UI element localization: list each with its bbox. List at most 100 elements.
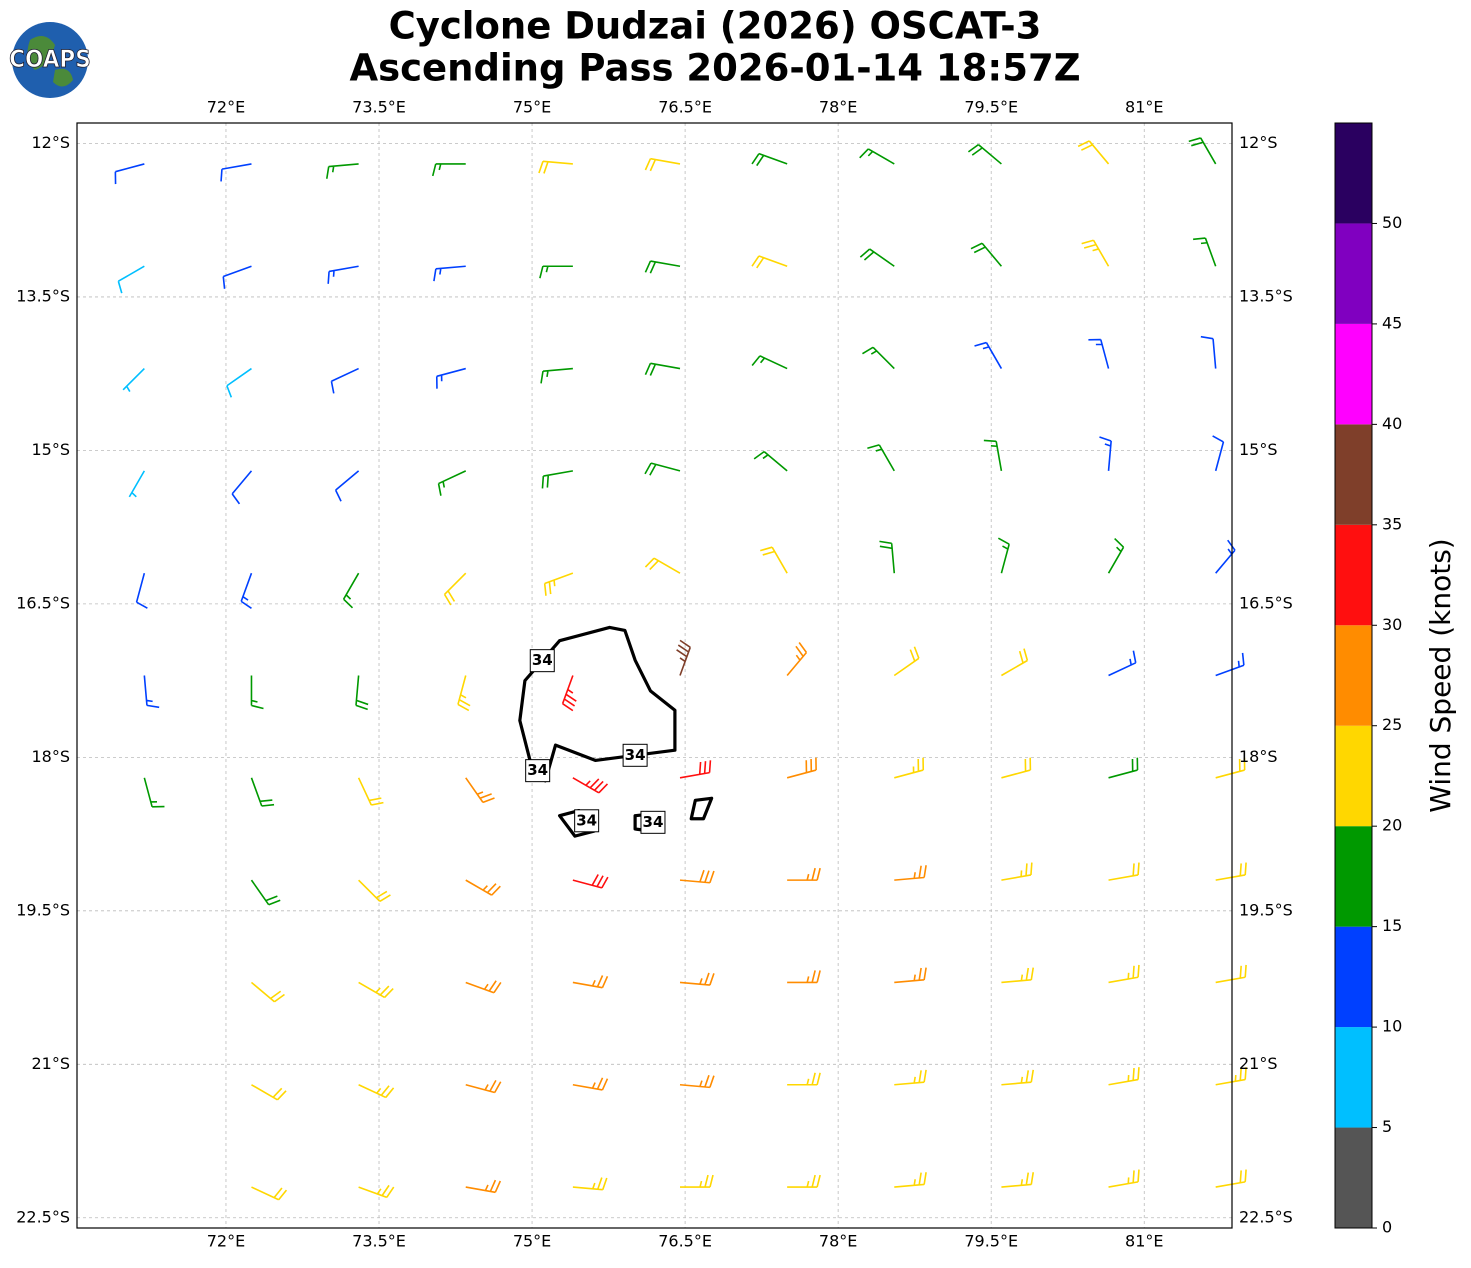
logo: COAPS xyxy=(9,22,91,98)
colorbar-tick-label: 45 xyxy=(1382,313,1402,332)
wind-barb xyxy=(443,572,467,606)
wind-barb xyxy=(355,675,369,711)
grid xyxy=(77,123,1232,1228)
colorbar-segment xyxy=(1335,725,1372,827)
wind-barb xyxy=(250,981,285,1003)
colorbar-tick-label: 50 xyxy=(1382,213,1402,232)
wind-barb xyxy=(222,265,252,289)
wind-barb xyxy=(1088,338,1110,369)
colorbar: 0 5 10 15 20 25 30 35 40 45 50 Wind Speed (knots) xyxy=(1334,122,1457,1237)
wind-barb xyxy=(1212,435,1225,472)
contour-label-box xyxy=(640,810,666,834)
contour-label: 34 xyxy=(532,651,553,669)
wind-barb xyxy=(358,1184,395,1199)
y-tick-label: 22.5°S xyxy=(1239,1207,1293,1226)
wind-barb xyxy=(226,367,252,398)
contour-label-box xyxy=(529,649,555,673)
x-tick-label: 78°E xyxy=(819,98,857,117)
x-tick-label: 72°E xyxy=(207,1232,245,1251)
wind-barb xyxy=(859,148,895,165)
y-tick-label: 15°S xyxy=(1239,440,1278,459)
wind-barb xyxy=(437,470,467,496)
wind-barb xyxy=(357,777,384,806)
colorbar-tick-label: 35 xyxy=(1382,514,1402,533)
wind-barb xyxy=(1001,967,1035,984)
wind-barb xyxy=(114,163,145,185)
wind-barb xyxy=(250,675,264,710)
colorbar-segment xyxy=(1335,826,1372,927)
contour-label: 34 xyxy=(527,761,548,779)
wind-barb xyxy=(1099,436,1112,471)
wind-barb xyxy=(1001,1172,1035,1188)
y-tick-label: 19.5°S xyxy=(1239,900,1293,919)
y-tick-label: 22.5°S xyxy=(16,1207,70,1226)
wind-barb xyxy=(358,879,391,903)
wind-barb xyxy=(1108,757,1139,779)
wind-barb xyxy=(143,675,160,709)
x-tick-label: 73.5°E xyxy=(352,98,406,117)
wind-barb xyxy=(1200,335,1217,369)
y-tick-label: 18°S xyxy=(31,747,70,766)
colorbar-tick-label: 30 xyxy=(1382,615,1402,634)
wind-barb xyxy=(541,470,574,489)
barbs xyxy=(114,137,1247,1201)
colorbar-label: Wind Speed (knots) xyxy=(1424,538,1457,812)
wind-barb xyxy=(1215,757,1246,779)
wind-barb xyxy=(135,572,148,609)
colorbar-tick-label: 0 xyxy=(1382,1218,1392,1237)
contour-line xyxy=(689,796,714,821)
wind-barb xyxy=(435,367,466,389)
colorbar-segment xyxy=(1335,424,1372,525)
contour-label: 34 xyxy=(625,746,646,764)
x-tick-label: 75°E xyxy=(513,98,551,117)
wind-barb xyxy=(1215,1169,1247,1188)
wind-barb xyxy=(1108,862,1140,881)
wind-barb xyxy=(465,879,501,896)
y-tick-label: 12°S xyxy=(1239,133,1278,152)
y-tick-label: 16.5°S xyxy=(1239,593,1293,612)
x-tick-label: 81°E xyxy=(1125,98,1163,117)
map-frame xyxy=(76,122,1233,1229)
wind-barb xyxy=(786,642,808,677)
y-tick-label: 19.5°S xyxy=(16,900,70,919)
wind-barb xyxy=(751,152,788,167)
wind-barb xyxy=(1215,652,1245,677)
wind-barb xyxy=(879,540,896,574)
wind-barb xyxy=(431,163,466,177)
x-tick-label: 79.5°E xyxy=(964,1232,1018,1251)
chart-title: Cyclone Dudzai (2026) OSCAT-3 xyxy=(389,5,1042,48)
wind-barb xyxy=(465,1179,502,1194)
wind-barb xyxy=(751,355,788,370)
contour-label: 34 xyxy=(576,811,597,829)
wind-barb xyxy=(1081,239,1110,267)
wind-barb xyxy=(680,1174,714,1188)
wind-barb xyxy=(117,265,145,294)
wind-barb xyxy=(1108,1169,1140,1188)
wind-barb xyxy=(644,557,681,574)
wind-barb xyxy=(250,777,275,807)
wind-barb xyxy=(862,346,895,370)
wind-barb xyxy=(358,1084,395,1099)
axes: 72°E 72°E 73.5°E 73.5°E 75°E 75°E 76.5°E 76.5°E… xyxy=(16,98,1293,1251)
colorbar-segment xyxy=(1335,223,1372,324)
colorbar-segment xyxy=(1335,524,1372,626)
wind-barb xyxy=(1107,538,1125,574)
wind-barb xyxy=(679,972,715,986)
x-tick-label: 73.5°E xyxy=(352,1232,406,1251)
wind-barb xyxy=(787,970,821,984)
colorbar-segment xyxy=(1335,1127,1372,1228)
contour-line xyxy=(518,625,677,783)
logo-land xyxy=(27,36,74,87)
chart-subtitle: Ascending Pass 2026-01-14 18:57Z xyxy=(349,47,1080,90)
x-tick-label: 78°E xyxy=(819,1232,857,1251)
colorbar-segment xyxy=(1335,123,1372,224)
wind-barb xyxy=(1108,1067,1140,1086)
contour-label-box xyxy=(525,759,551,783)
wind-barb xyxy=(1001,757,1032,779)
wind-barb xyxy=(1108,964,1140,984)
wind-barb xyxy=(787,867,821,881)
wind-barb xyxy=(143,777,165,808)
wind-barb xyxy=(894,1069,927,1086)
wind-barb xyxy=(1215,964,1247,984)
wind-barb xyxy=(128,470,146,498)
